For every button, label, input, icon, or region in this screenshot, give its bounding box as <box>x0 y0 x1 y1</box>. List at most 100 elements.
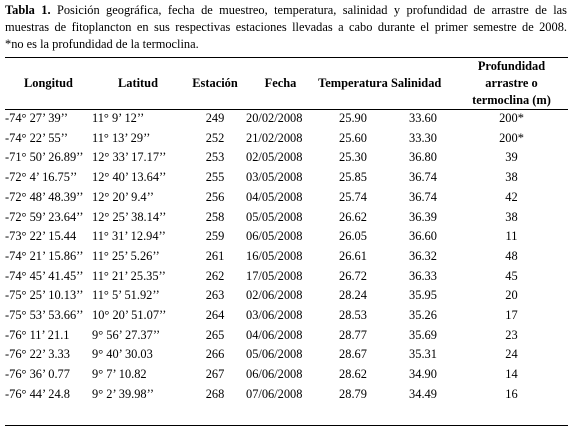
cell-profundidad: 42 <box>505 189 518 204</box>
cell-longitud: -76° 44’ 24.8 <box>5 386 70 401</box>
cell-latitud: 11° 9’ 12’’ <box>92 111 145 125</box>
cell-longitud: -76° 22’ 3.33 <box>5 347 70 362</box>
header-estacion: Estación <box>192 76 238 90</box>
header-temperatura: Temperatura <box>318 76 388 90</box>
cell-estacion: 261 <box>205 248 225 263</box>
cell-estacion: 252 <box>205 130 225 145</box>
caption-line-1: Tabla 1. Posición geográfica, fecha de m… <box>5 2 567 19</box>
cell-latitud: 9° 56’ 27.37’’ <box>92 327 161 342</box>
table-row: -75° 25’ 10.13’’ 11° 5’ 51.92’’ 263 02/06/2… <box>5 286 568 306</box>
cell-salinidad: 36.80 <box>409 150 437 165</box>
cell-salinidad: 35.31 <box>409 347 437 362</box>
cell-fecha: 03/05/2008 <box>246 170 303 185</box>
cell-latitud: 11° 5’ 51.92’’ <box>92 288 160 303</box>
cell-temperatura: 25.30 <box>339 150 367 165</box>
cell-salinidad: 34.49 <box>409 386 437 401</box>
cell-fecha: 20/02/2008 <box>246 111 303 125</box>
table-row: -72° 59’ 23.64’’ 12° 25’ 38.14’’ 258 05/05/… <box>5 208 568 228</box>
cell-longitud: -75° 25’ 10.13’’ <box>5 288 84 303</box>
table-row: -73° 22’ 15.44 11° 31’ 12.94’’ 259 06/05/20… <box>5 227 568 247</box>
table-row: -76° 36’ 0.77 9° 7’ 10.82 267 06/06/2008 28.… <box>5 365 568 385</box>
header-longitud: Longitud <box>24 76 73 90</box>
cell-salinidad: 33.30 <box>409 130 437 145</box>
caption-label: Tabla 1. <box>5 3 51 17</box>
cell-salinidad: 36.32 <box>409 248 437 263</box>
table-row: -76° 44’ 24.8 9° 2’ 39.98’’ 268 07/06/2008 2… <box>5 385 568 405</box>
table-header-rule <box>5 109 568 110</box>
cell-salinidad: 36.74 <box>409 170 437 185</box>
table-row: -76° 22’ 3.33 9° 40’ 30.03 266 05/06/2008 28… <box>5 345 568 365</box>
cell-temperatura: 26.72 <box>339 268 367 283</box>
cell-fecha: 05/05/2008 <box>246 209 303 224</box>
cell-fecha: 06/06/2008 <box>246 367 303 382</box>
cell-temperatura: 28.24 <box>339 288 367 303</box>
cell-estacion: 264 <box>205 308 225 323</box>
cell-temperatura: 28.79 <box>339 386 367 401</box>
cell-temperatura: 26.05 <box>339 229 367 244</box>
cell-profundidad: 24 <box>505 347 518 362</box>
table-bottom-rule <box>5 425 568 426</box>
cell-profundidad: 39 <box>505 150 518 165</box>
caption-line-2: muestras de fitoplancton en sus respecti… <box>5 20 567 34</box>
cell-longitud: -74° 21’ 15.86’’ <box>5 248 84 263</box>
cell-temperatura: 25.85 <box>339 170 367 185</box>
table-header-row: Longitud Latitud Estación Fecha Temperat… <box>5 58 568 109</box>
cell-salinidad: 35.26 <box>409 308 437 323</box>
cell-fecha: 02/05/2008 <box>246 150 303 165</box>
cell-temperatura: 26.61 <box>339 248 367 263</box>
table-row: -71° 50’ 26.89’’ 12° 33’ 17.17’’ 253 02/05/… <box>5 148 568 168</box>
table-row: -74° 27’ 39’’ 11° 9’ 12’’ 249 20/02/2008 25.… <box>5 109 568 129</box>
cell-latitud: 9° 2’ 39.98’’ <box>92 386 154 401</box>
cell-fecha: 05/06/2008 <box>246 347 303 362</box>
table-row: -74° 22’ 55’’ 11° 13’ 29’’ 252 21/02/2008 25… <box>5 129 568 149</box>
cell-longitud: -72° 48’ 48.39’’ <box>5 189 84 204</box>
cell-longitud: -71° 50’ 26.89’’ <box>5 150 84 165</box>
cell-fecha: 07/06/2008 <box>246 386 303 401</box>
cell-salinidad: 35.69 <box>409 327 437 342</box>
cell-fecha: 17/05/2008 <box>246 268 303 283</box>
cell-estacion: 263 <box>205 288 225 303</box>
cell-salinidad: 34.90 <box>409 367 437 382</box>
cell-longitud: -74° 45’ 41.45’’ <box>5 268 84 283</box>
cell-estacion: 253 <box>205 150 225 165</box>
cell-estacion: 256 <box>205 189 225 204</box>
cell-temperatura: 25.90 <box>339 111 367 125</box>
cell-estacion: 268 <box>205 386 225 401</box>
cell-latitud: 12° 20’ 9.4’’ <box>92 189 154 204</box>
cell-fecha: 02/06/2008 <box>246 288 303 303</box>
cell-latitud: 9° 40’ 30.03 <box>92 347 153 362</box>
header-profundidad-line-2: arrastre o <box>485 76 538 90</box>
data-table: Longitud Latitud Estación Fecha Temperat… <box>5 58 568 405</box>
cell-profundidad: 23 <box>505 327 518 342</box>
cell-profundidad: 14 <box>505 367 518 382</box>
cell-fecha: 16/05/2008 <box>246 248 303 263</box>
cell-estacion: 255 <box>205 170 225 185</box>
cell-longitud: -74° 27’ 39’’ <box>5 111 68 125</box>
cell-latitud: 10° 20’ 51.07’’ <box>92 308 167 323</box>
header-salinidad: Salinidad <box>391 76 442 90</box>
cell-latitud: 12° 40’ 13.64’’ <box>92 170 167 185</box>
header-profundidad-line-1: Profundidad <box>477 59 546 73</box>
cell-salinidad: 36.33 <box>409 268 437 283</box>
cell-temperatura: 28.77 <box>339 327 367 342</box>
cell-estacion: 249 <box>205 111 225 125</box>
cell-longitud: -72° 4’ 16.75’’ <box>5 170 78 185</box>
cell-longitud: -76° 36’ 0.77 <box>5 367 70 382</box>
cell-longitud: -75° 53’ 53.66’’ <box>5 308 84 323</box>
cell-estacion: 267 <box>205 367 225 382</box>
table-row: -72° 48’ 48.39’’ 12° 20’ 9.4’’ 256 04/05/20… <box>5 188 568 208</box>
cell-longitud: -73° 22’ 15.44 <box>5 229 77 244</box>
cell-salinidad: 33.60 <box>409 111 437 125</box>
caption-line-3: *no es la profundidad de la termoclina. <box>5 37 199 51</box>
cell-fecha: 21/02/2008 <box>246 130 303 145</box>
cell-profundidad: 20 <box>505 288 518 303</box>
cell-profundidad: 45 <box>505 268 518 283</box>
cell-profundidad: 38 <box>505 170 518 185</box>
cell-profundidad: 200* <box>499 111 524 125</box>
cell-fecha: 03/06/2008 <box>246 308 303 323</box>
cell-profundidad: 48 <box>505 248 518 263</box>
cell-latitud: 12° 33’ 17.17’’ <box>92 150 167 165</box>
cell-profundidad: 16 <box>505 386 518 401</box>
cell-salinidad: 36.39 <box>409 209 437 224</box>
